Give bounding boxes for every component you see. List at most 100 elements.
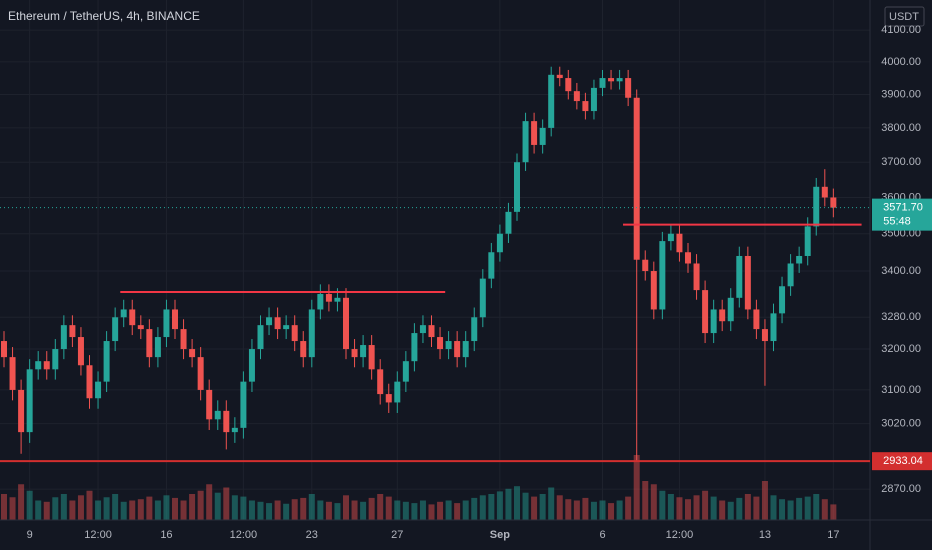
candle-body <box>710 309 717 334</box>
y-tick-label: 3800.00 <box>881 122 921 134</box>
volume-bar <box>360 501 367 520</box>
candle-body <box>505 211 512 234</box>
volume-bar <box>300 497 307 520</box>
candle-body <box>317 293 324 310</box>
x-tick-label: 27 <box>391 529 403 541</box>
candle-body <box>514 162 520 212</box>
candle-body <box>60 325 67 350</box>
volume-bar <box>779 499 786 520</box>
volume-bar <box>445 500 452 520</box>
volume-bar <box>402 501 409 520</box>
candle-body <box>753 309 760 330</box>
volume-bar <box>325 501 332 520</box>
volume-bar <box>676 497 683 520</box>
volume-bar <box>659 490 666 520</box>
volume-bar <box>394 500 401 520</box>
volume-bar <box>197 490 204 520</box>
candle-body <box>214 410 221 420</box>
y-tick-label: 2870.00 <box>881 483 921 495</box>
candle-body <box>471 317 478 342</box>
candle-body <box>667 233 674 242</box>
volume-bar <box>599 500 606 520</box>
candle-body <box>821 186 828 198</box>
candle-body <box>334 297 341 302</box>
candle-body <box>454 341 461 358</box>
volume-bar <box>582 497 589 520</box>
volume-bar <box>223 487 230 520</box>
volume-bar <box>514 486 520 520</box>
candle-body <box>43 361 50 370</box>
volume-bar <box>693 495 700 520</box>
volume-bar <box>343 495 349 520</box>
candle-body <box>488 252 495 279</box>
x-tick-label: 16 <box>160 529 172 541</box>
volume-bar <box>454 503 461 520</box>
volume-bar <box>685 499 691 520</box>
candle-body <box>9 357 16 390</box>
volume-bar <box>385 496 392 520</box>
volume-bar <box>154 500 161 520</box>
candle-body <box>112 317 119 342</box>
candle-body <box>197 357 204 390</box>
volume-bar <box>283 503 290 520</box>
volume-bar <box>548 487 555 520</box>
candle-body <box>300 341 307 358</box>
candle-body <box>86 365 93 399</box>
volume-bar <box>710 496 717 520</box>
candle-body <box>77 337 84 366</box>
candle-body <box>360 345 367 358</box>
candle-body <box>18 389 25 433</box>
currency-box[interactable] <box>884 6 925 27</box>
candle-body <box>770 313 777 342</box>
volume-bar <box>590 501 597 520</box>
support-label: 2933.04 <box>883 455 923 467</box>
candle-body <box>206 389 213 420</box>
candle-body <box>437 337 444 350</box>
volume-bar <box>18 484 25 520</box>
volume-bar <box>539 494 546 520</box>
candle-body <box>368 345 375 370</box>
candle-body <box>137 325 144 330</box>
volume-bar <box>206 484 213 520</box>
x-tick-label: 12:00 <box>84 529 112 541</box>
volume-bar <box>77 495 84 520</box>
overlay: 4100.004000.003900.003800.003700.003600.… <box>0 24 932 541</box>
candle-body <box>599 78 606 88</box>
volume-bar <box>137 499 144 520</box>
volume-bar <box>719 500 726 520</box>
volume-bar <box>266 503 273 520</box>
volume-bar <box>248 500 255 520</box>
candle-body <box>291 325 298 342</box>
candle-body <box>411 333 418 362</box>
candle-body <box>266 317 273 326</box>
candle-body <box>830 197 837 208</box>
volume-bar <box>112 494 119 520</box>
volume-bar <box>437 501 444 520</box>
volume-bar <box>120 501 127 520</box>
currency[interactable]: USDT <box>889 11 919 23</box>
candle-body <box>744 255 751 310</box>
volume-bar <box>796 497 803 520</box>
volume-bar <box>1 494 7 520</box>
volume-bar <box>351 500 358 520</box>
volume-bar <box>317 500 324 520</box>
volume-bar <box>9 497 16 520</box>
candle-body <box>633 97 640 260</box>
y-tick-label: 3100.00 <box>881 384 921 396</box>
candle-body <box>531 121 538 145</box>
candle-body <box>351 349 358 358</box>
candle-body <box>35 361 42 370</box>
x-tick-label: 17 <box>827 529 839 541</box>
candle-body <box>796 255 803 264</box>
candle-body <box>522 121 529 163</box>
volume-bar <box>744 494 751 520</box>
volume-bar <box>274 500 281 520</box>
candle-body <box>616 78 623 82</box>
volume-bar <box>736 497 743 520</box>
candle-body <box>462 341 469 358</box>
volume-bar <box>291 499 298 520</box>
candle-body <box>685 252 691 264</box>
candle-body <box>385 394 392 403</box>
volume-bar <box>830 504 837 520</box>
